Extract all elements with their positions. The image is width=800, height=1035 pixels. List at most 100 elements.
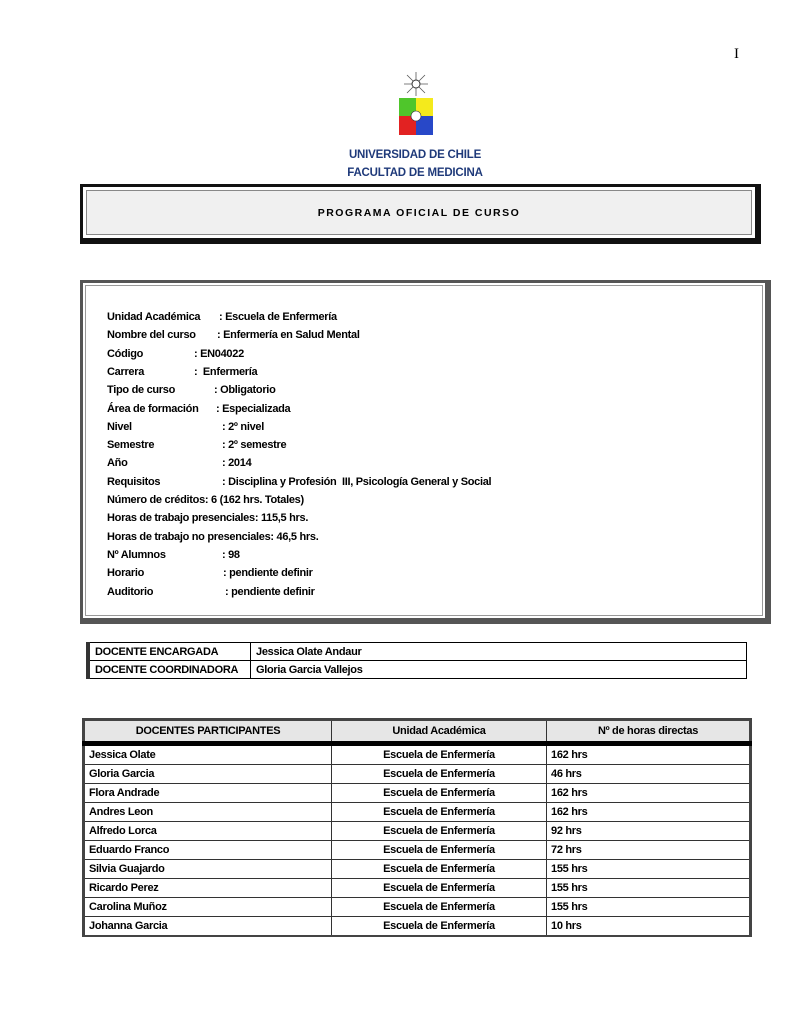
info-value: : Especializada xyxy=(216,402,291,415)
info-row: Nº Alumnos : 98 xyxy=(107,549,240,561)
participant-hours: 162 hrs xyxy=(546,743,751,765)
table-row: Carolina Muñoz Escuela de Enfermería 155 h… xyxy=(83,897,751,917)
participant-hours: 72 hrs xyxy=(546,840,751,860)
participant-unit: Escuela de Enfermería xyxy=(331,764,547,784)
column-header: Unidad Académica xyxy=(331,719,547,746)
docente-role: DOCENTE COORDINADORA xyxy=(87,660,251,679)
participant-hours: 155 hrs xyxy=(546,897,751,917)
participant-hours: 162 hrs xyxy=(546,802,751,822)
info-value: : Obligatorio xyxy=(214,384,276,397)
info-value: : Disciplina y Profesión III, Psicología… xyxy=(222,475,492,488)
docente-row: DOCENTE ENCARGADA Jessica Olate Andaur xyxy=(87,642,747,661)
participant-name: Jessica Olate xyxy=(83,743,332,765)
column-header: Nº de horas directas xyxy=(546,719,751,746)
document-title: PROGRAMA OFICIAL DE CURSO xyxy=(86,190,752,235)
info-row: Número de créditos: 6 (162 hrs. Totales) xyxy=(107,494,304,506)
participant-hours: 92 hrs xyxy=(546,821,751,841)
info-row: Horas de trabajo no presenciales: 46,5 h… xyxy=(107,530,319,543)
table-row: Andres Leon Escuela de Enfermería 162 hrs xyxy=(83,802,751,822)
info-value: : 46,5 hrs. xyxy=(270,530,319,543)
participants-table: DOCENTES PARTICIPANTES Unidad Académica … xyxy=(82,718,752,937)
participant-unit: Escuela de Enfermería xyxy=(331,897,547,917)
page-number: I xyxy=(734,46,739,62)
docente-row: DOCENTE COORDINADORA Gloria Garcia Vallej… xyxy=(87,660,747,679)
info-row: Unidad Académica : Escuela de Enfermería xyxy=(107,311,337,323)
info-value: : 2º semestre xyxy=(222,439,287,452)
info-row: Carrera : Enfermería xyxy=(107,365,258,378)
info-row: Requisitos : Disciplina y Profesión III, … xyxy=(107,475,492,488)
table-row: Eduardo Franco Escuela de Enfermería 72 hr… xyxy=(83,840,751,860)
info-row: Auditorio : pendiente definir xyxy=(107,586,315,598)
participant-hours: 46 hrs xyxy=(546,764,751,784)
docente-role: DOCENTE ENCARGADA xyxy=(87,642,251,661)
participant-name: Flora Andrade xyxy=(83,783,332,803)
info-label: Auditorio xyxy=(107,585,154,598)
table-row: Jessica Olate Escuela de Enfermería 162 hr… xyxy=(83,743,751,765)
info-value: : EN04022 xyxy=(194,347,244,360)
table-row: Johanna Garcia Escuela de Enfermería 10 hr… xyxy=(83,916,751,937)
info-label: Semestre xyxy=(107,439,155,452)
info-value: : 2014 xyxy=(222,457,252,470)
participant-unit: Escuela de Enfermería xyxy=(331,783,547,803)
participant-hours: 155 hrs xyxy=(546,859,751,879)
course-info-box: Unidad Académica : Escuela de Enfermería N… xyxy=(80,280,771,624)
participant-unit: Escuela de Enfermería xyxy=(331,840,547,860)
info-value: : 115,5 hrs. xyxy=(254,512,309,525)
info-label: Requisitos xyxy=(107,475,161,488)
info-label: Unidad Académica xyxy=(107,311,201,323)
info-label: Horas de trabajo presenciales xyxy=(107,512,255,525)
participant-name: Gloria Garcia xyxy=(83,764,332,784)
info-label: Número de créditos xyxy=(107,494,205,506)
info-value: : Escuela de Enfermería xyxy=(219,311,337,323)
university-logo xyxy=(399,72,433,135)
docentes-table: DOCENTE ENCARGADA Jessica Olate Andaur DOC… xyxy=(86,642,747,679)
participant-unit: Escuela de Enfermería xyxy=(331,821,547,841)
faculty-name: FACULTAD DE MEDICINA xyxy=(347,167,483,179)
info-label: Carrera xyxy=(107,365,145,378)
info-row: Horario : pendiente definir xyxy=(107,567,313,579)
participant-name: Eduardo Franco xyxy=(83,840,332,860)
info-label: Nombre del curso xyxy=(107,329,196,342)
title-box: PROGRAMA OFICIAL DE CURSO xyxy=(80,184,761,244)
participant-name: Johanna Garcia xyxy=(83,916,332,937)
info-value: : 2º nivel xyxy=(222,420,264,433)
info-row: Tipo de curso : Obligatorio xyxy=(107,384,276,397)
info-label: Área de formación xyxy=(107,402,199,415)
info-value: : pendiente definir xyxy=(223,567,313,580)
info-value: : Enfermería xyxy=(194,365,258,378)
info-row: Área de formación : Especializada xyxy=(107,402,291,415)
info-row: Semestre : 2º semestre xyxy=(107,439,287,452)
info-row: Nivel : 2º nivel xyxy=(107,421,264,433)
participant-hours: 155 hrs xyxy=(546,878,751,898)
info-row: Nombre del curso : Enfermería en Salud Me… xyxy=(107,329,360,341)
docente-name: Gloria Garcia Vallejos xyxy=(250,660,747,679)
info-label: Tipo de curso xyxy=(107,384,176,397)
info-value: : Enfermería en Salud Mental xyxy=(217,329,360,342)
table-row: Flora Andrade Escuela de Enfermería 162 hr… xyxy=(83,783,751,803)
info-row: Código : EN04022 xyxy=(107,348,244,360)
participant-name: Andres Leon xyxy=(83,802,332,822)
info-label: Nº Alumnos xyxy=(107,548,166,561)
table-row: Gloria Garcia Escuela de Enfermería 46 hrs xyxy=(83,764,751,784)
table-row: Ricardo Perez Escuela de Enfermería 155 hr… xyxy=(83,878,751,898)
info-label: Horario xyxy=(107,567,145,580)
info-value: : 6 (162 hrs. Totales) xyxy=(204,494,304,506)
participant-unit: Escuela de Enfermería xyxy=(331,878,547,898)
info-row: Horas de trabajo presenciales: 115,5 hrs… xyxy=(107,512,308,524)
participant-unit: Escuela de Enfermería xyxy=(331,916,547,937)
info-value: : 98 xyxy=(222,548,240,561)
info-row: Año : 2014 xyxy=(107,457,252,470)
info-label: Código xyxy=(107,347,144,360)
info-label: Nivel xyxy=(107,420,132,433)
participant-hours: 162 hrs xyxy=(546,783,751,803)
docente-name: Jessica Olate Andaur xyxy=(250,642,747,661)
info-label: Horas de trabajo no presenciales xyxy=(107,530,271,543)
info-value: : pendiente definir xyxy=(225,585,315,598)
table-row: Silvia Guajardo Escuela de Enfermería 155 … xyxy=(83,859,751,879)
participant-name: Carolina Muñoz xyxy=(83,897,332,917)
participant-name: Ricardo Perez xyxy=(83,878,332,898)
participant-unit: Escuela de Enfermería xyxy=(331,859,547,879)
participant-name: Silvia Guajardo xyxy=(83,859,332,879)
info-label: Año xyxy=(107,457,128,470)
